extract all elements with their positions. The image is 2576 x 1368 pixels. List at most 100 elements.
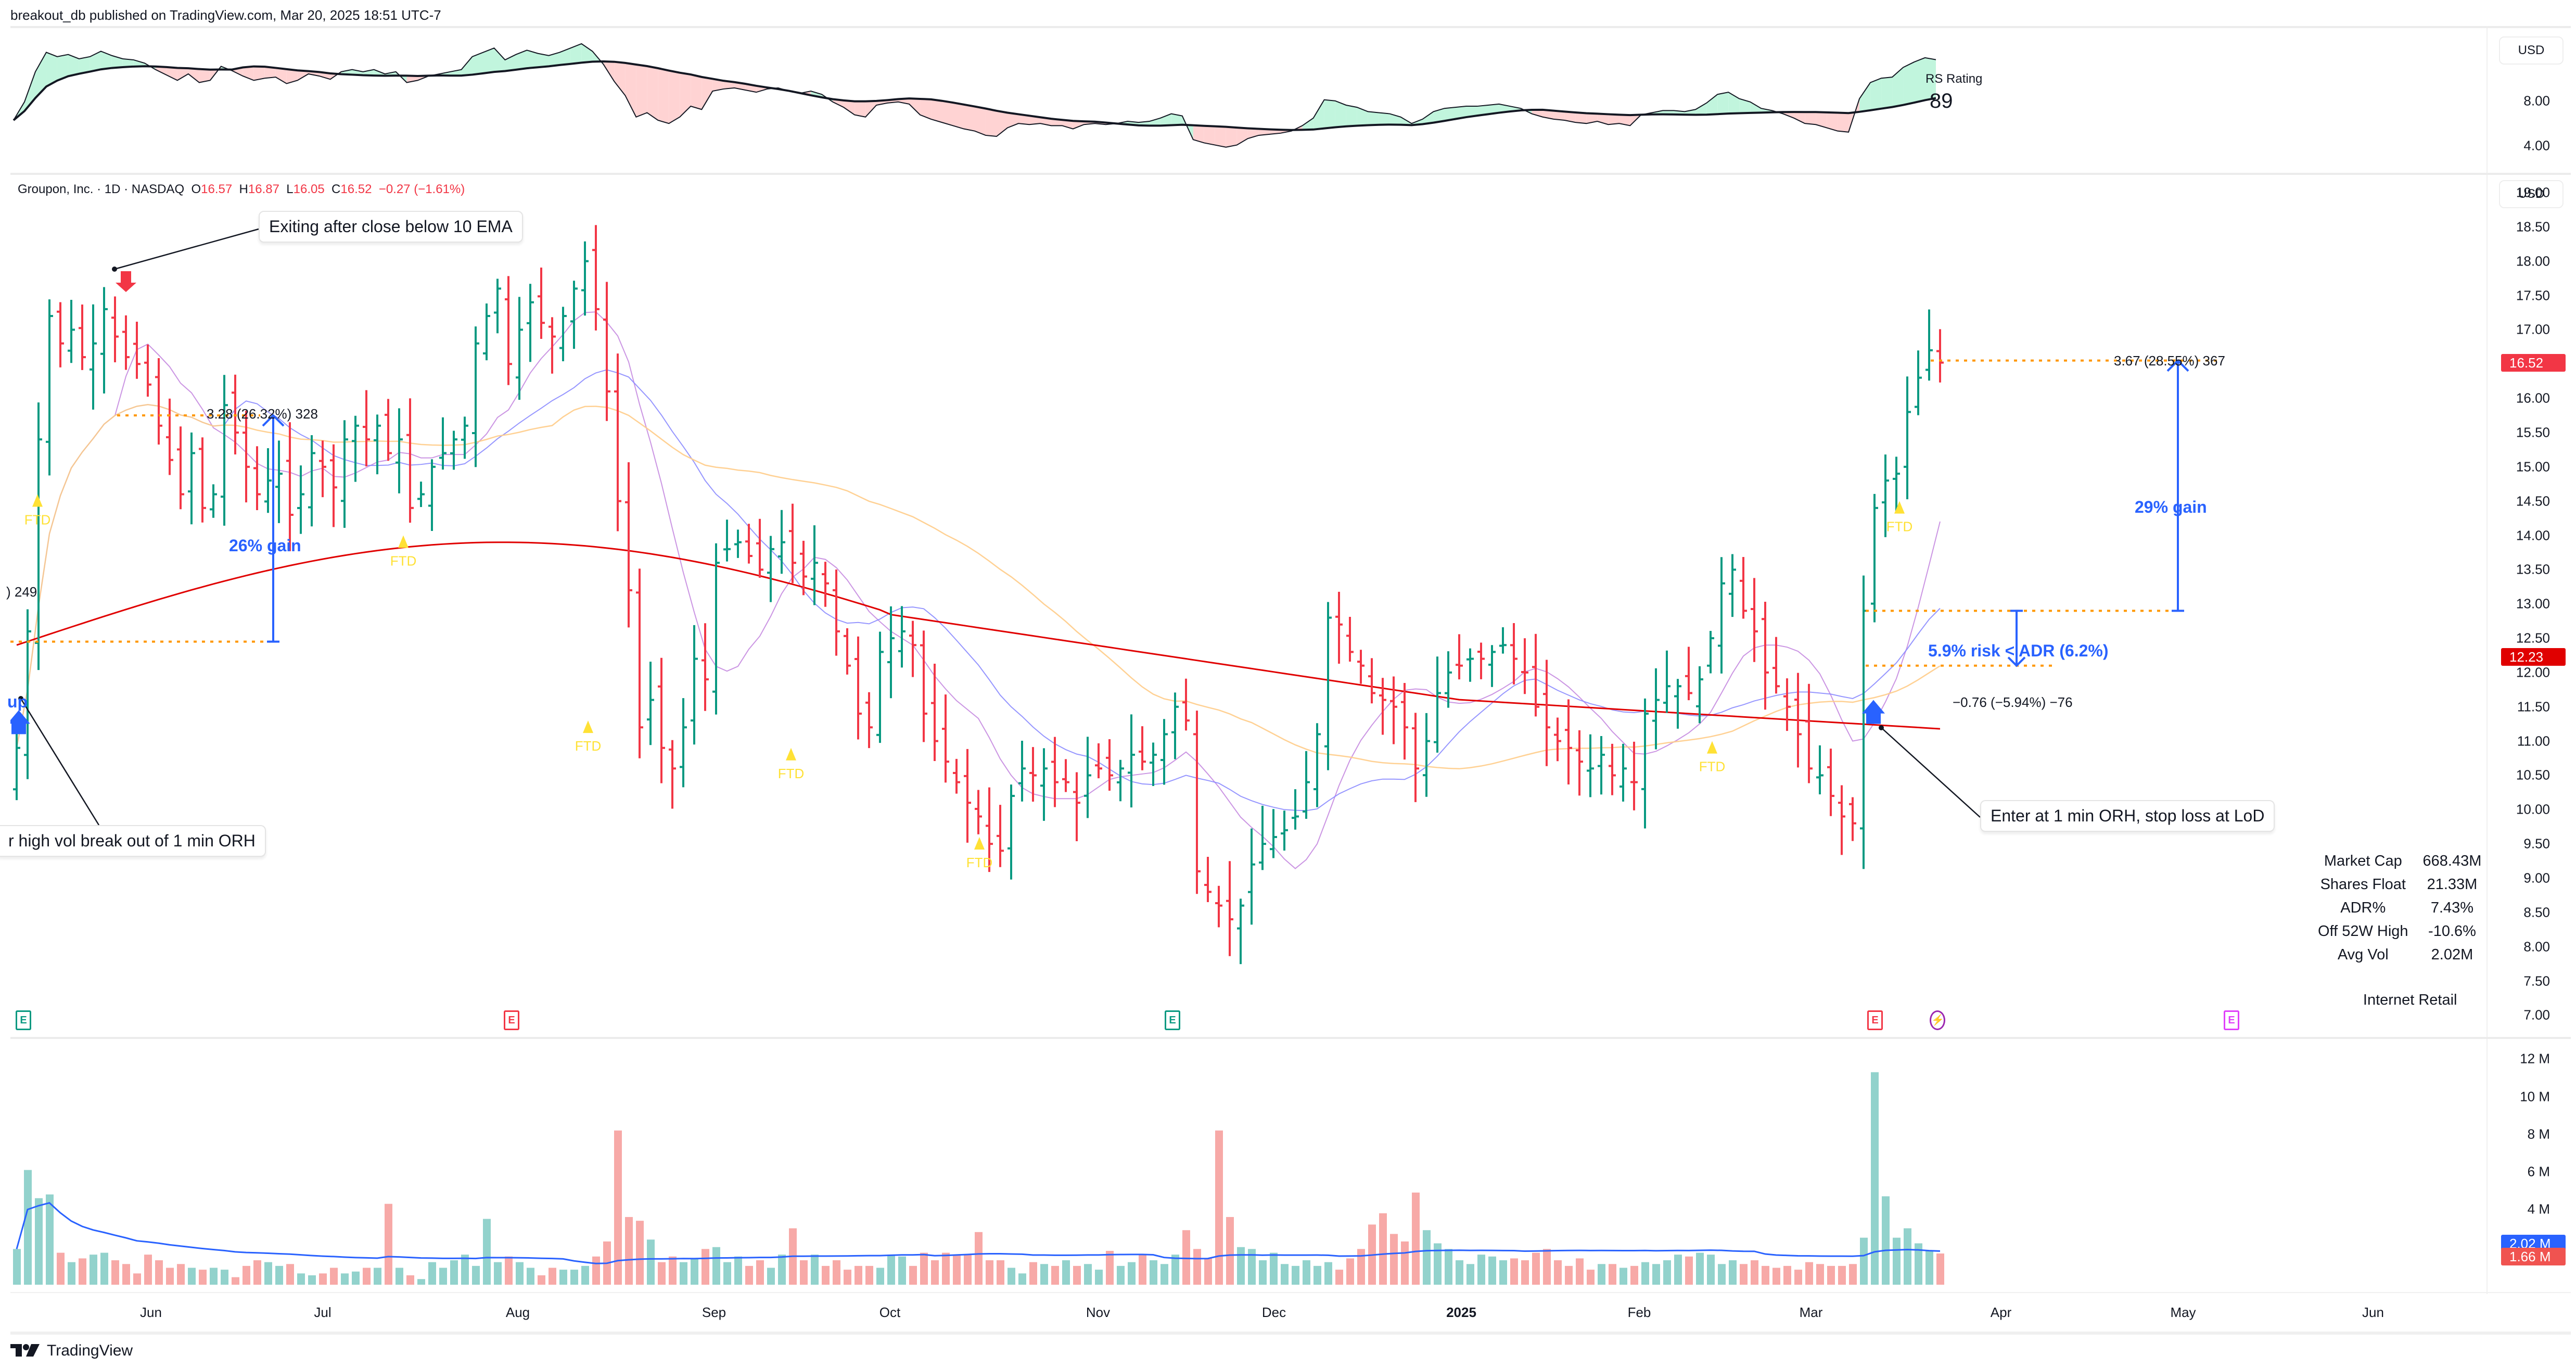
volume-bar[interactable]: [986, 1260, 993, 1285]
volume-bar[interactable]: [997, 1260, 1004, 1285]
volume-bar[interactable]: [1838, 1265, 1846, 1285]
volume-bar[interactable]: [559, 1270, 567, 1285]
ohlc-bar[interactable]: [1357, 650, 1364, 684]
volume-bar[interactable]: [1685, 1256, 1693, 1285]
volume-bar[interactable]: [898, 1256, 906, 1285]
ohlc-bar[interactable]: [1609, 743, 1616, 795]
volume-bar[interactable]: [1466, 1264, 1474, 1285]
volume-bar[interactable]: [964, 1255, 972, 1285]
volume-bar[interactable]: [855, 1265, 862, 1285]
ohlc-bar[interactable]: [406, 398, 414, 523]
rs-price-axis[interactable]: USD 8.00 4.00: [2486, 28, 2571, 174]
volume-bar[interactable]: [1477, 1255, 1485, 1285]
volume-bar[interactable]: [24, 1170, 32, 1285]
ohlc-bar[interactable]: [352, 415, 359, 482]
volume-bar[interactable]: [844, 1270, 851, 1285]
volume-bar[interactable]: [811, 1255, 819, 1285]
ohlc-bar[interactable]: [581, 241, 589, 316]
ohlc-bar[interactable]: [385, 399, 392, 461]
volume-bar[interactable]: [1565, 1265, 1573, 1285]
volume-bar[interactable]: [461, 1255, 469, 1285]
ohlc-bar[interactable]: [1434, 656, 1441, 753]
volume-bar[interactable]: [1663, 1260, 1671, 1285]
volume-bar[interactable]: [887, 1255, 895, 1285]
volume-bar[interactable]: [549, 1268, 556, 1285]
ohlc-bar[interactable]: [286, 422, 294, 551]
ohlc-bar[interactable]: [887, 606, 895, 699]
ohlc-bar[interactable]: [953, 758, 960, 794]
volume-bar[interactable]: [1106, 1250, 1114, 1285]
ohlc-bar[interactable]: [133, 321, 141, 379]
ohlc-bar[interactable]: [1587, 734, 1594, 797]
volume-bar[interactable]: [625, 1217, 633, 1285]
ohlc-bar[interactable]: [1871, 493, 1878, 623]
volume-bar[interactable]: [1718, 1264, 1726, 1285]
volume-bar[interactable]: [1641, 1262, 1649, 1285]
ohlc-bar[interactable]: [264, 448, 272, 513]
ohlc-bar[interactable]: [90, 304, 97, 410]
ohlc-bar[interactable]: [1893, 457, 1900, 514]
volume-bar[interactable]: [243, 1265, 250, 1285]
ohlc-bar[interactable]: [1936, 329, 1944, 383]
volume-bar[interactable]: [800, 1260, 808, 1285]
volume-bar[interactable]: [450, 1260, 458, 1285]
risk-arrow[interactable]: [2007, 610, 2026, 667]
volume-bar[interactable]: [90, 1255, 97, 1285]
volume-bar[interactable]: [1379, 1213, 1387, 1285]
volume-bar[interactable]: [1816, 1264, 1824, 1285]
ohlc-bar[interactable]: [942, 694, 949, 783]
volume-bar[interactable]: [1499, 1260, 1507, 1285]
ohlc-bar[interactable]: [1565, 699, 1572, 785]
volume-bar[interactable]: [778, 1255, 786, 1285]
ohlc-bar[interactable]: [756, 518, 763, 578]
volume-bar[interactable]: [1915, 1243, 1922, 1285]
volume-bar[interactable]: [1018, 1273, 1026, 1285]
volume-bar[interactable]: [264, 1262, 272, 1285]
ohlc-bar[interactable]: [822, 562, 829, 607]
ohlc-bar[interactable]: [1324, 602, 1332, 770]
volume-bar[interactable]: [680, 1262, 687, 1285]
volume-bar[interactable]: [538, 1275, 545, 1285]
volume-bar[interactable]: [1849, 1264, 1857, 1285]
volume-bar[interactable]: [1324, 1262, 1332, 1285]
ohlc-bar[interactable]: [614, 353, 621, 531]
volume-bar[interactable]: [144, 1255, 152, 1285]
volume-bar[interactable]: [1215, 1130, 1223, 1285]
ohlc-bar[interactable]: [461, 416, 468, 459]
volume-bar[interactable]: [909, 1265, 917, 1285]
earnings-event-icon[interactable]: E: [16, 1010, 31, 1030]
ohlc-bar[interactable]: [330, 444, 337, 527]
ohlc-bar[interactable]: [833, 569, 840, 656]
ohlc-bar[interactable]: [439, 417, 447, 470]
ohlc-bar[interactable]: [592, 225, 600, 331]
ohlc-bar[interactable]: [1696, 666, 1703, 724]
ohlc-bar[interactable]: [363, 390, 370, 466]
price-axis[interactable]: USD 19.0018.5018.0017.5017.0016.5016.001…: [2486, 175, 2571, 1039]
ohlc-bar[interactable]: [1838, 785, 1845, 855]
volume-bar[interactable]: [527, 1268, 534, 1285]
ohlc-bar[interactable]: [767, 536, 774, 602]
ohlc-bar[interactable]: [1051, 737, 1059, 807]
ohlc-bar[interactable]: [1445, 651, 1452, 708]
ohlc-bar[interactable]: [1018, 740, 1026, 802]
volume-bar[interactable]: [1051, 1265, 1059, 1285]
volume-bar[interactable]: [1303, 1260, 1310, 1285]
volume-bar[interactable]: [691, 1258, 698, 1285]
ohlc-bar[interactable]: [1783, 678, 1791, 731]
volume-bar[interactable]: [1237, 1247, 1245, 1285]
ohlc-bar[interactable]: [210, 484, 217, 518]
volume-bar[interactable]: [833, 1260, 840, 1285]
volume-bar[interactable]: [1904, 1228, 1911, 1285]
ohlc-bar[interactable]: [1718, 557, 1725, 674]
ohlc-bar[interactable]: [986, 787, 993, 872]
ohlc-bar[interactable]: [166, 398, 173, 475]
ohlc-bar[interactable]: [1619, 743, 1627, 802]
volume-bar[interactable]: [734, 1256, 742, 1285]
volume-bar[interactable]: [1925, 1250, 1933, 1285]
ohlc-bar[interactable]: [177, 426, 184, 510]
ohlc-bar[interactable]: [1663, 650, 1670, 713]
ohlc-bar[interactable]: [472, 326, 479, 467]
ohlc-bar[interactable]: [46, 299, 53, 476]
ohlc-bar[interactable]: [144, 344, 151, 397]
volume-bar[interactable]: [931, 1260, 939, 1285]
